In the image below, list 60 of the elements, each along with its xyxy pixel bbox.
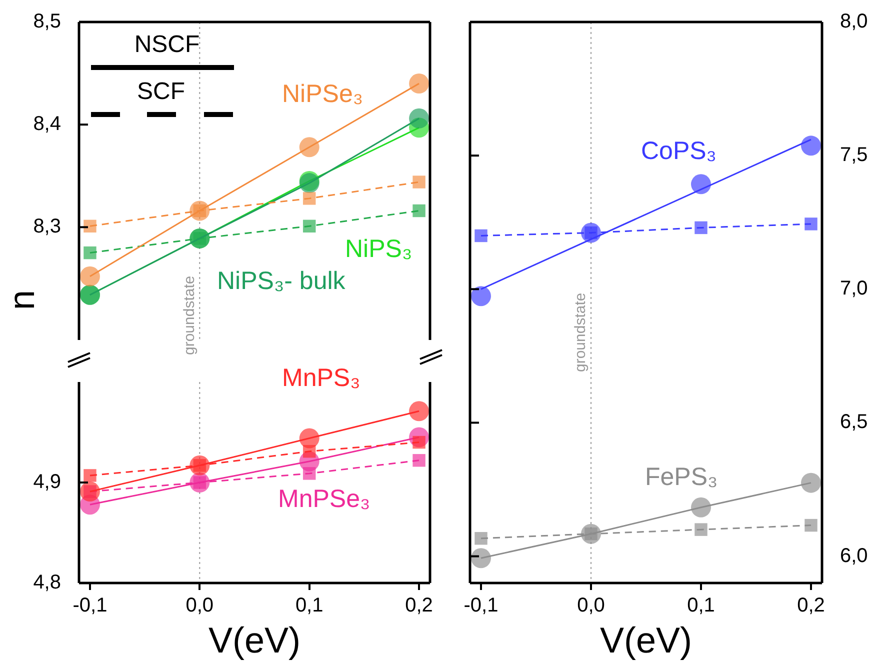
annotation: NSCF bbox=[134, 31, 200, 59]
x-tick-label: 0,2 bbox=[797, 594, 825, 617]
point bbox=[801, 472, 821, 493]
point bbox=[691, 497, 711, 518]
series-label: FePS₃ bbox=[645, 462, 718, 491]
y-tick-label: 8,4 bbox=[33, 113, 61, 136]
point bbox=[804, 518, 818, 532]
y2-tick-label: 6,0 bbox=[840, 544, 868, 567]
point bbox=[691, 174, 711, 194]
x-tick-label: 0,2 bbox=[405, 594, 433, 617]
y-tick-label: 4,8 bbox=[33, 572, 61, 594]
point bbox=[409, 74, 430, 94]
y-tick-label: 8,3 bbox=[33, 216, 61, 238]
point bbox=[302, 192, 316, 205]
x-tick-label: 0,0 bbox=[577, 594, 605, 617]
x-axis-title: V(eV) bbox=[208, 619, 301, 660]
series-label: CoPS₃ bbox=[641, 136, 716, 165]
point bbox=[84, 246, 96, 260]
ref-line-label: groundstate bbox=[180, 276, 198, 355]
point bbox=[694, 523, 708, 536]
annotation: SCF bbox=[137, 78, 185, 106]
point bbox=[409, 401, 430, 422]
point bbox=[299, 137, 320, 158]
text: NiPS₃ bbox=[345, 234, 412, 263]
point bbox=[694, 221, 708, 234]
y-tick-label: 4,9 bbox=[33, 471, 61, 494]
point bbox=[581, 222, 601, 243]
x-tick-label: 0,1 bbox=[295, 594, 324, 617]
y2-tick-label: 7,0 bbox=[840, 278, 868, 300]
x-axis-title: V(eV) bbox=[600, 619, 692, 660]
series-label: NiPS₃- bulk bbox=[217, 266, 346, 295]
point bbox=[80, 482, 100, 502]
point bbox=[474, 532, 488, 545]
point bbox=[412, 204, 426, 218]
ref-line-label: groundstate bbox=[572, 292, 590, 372]
point bbox=[84, 469, 96, 482]
point bbox=[412, 454, 426, 467]
y2-tick-label: 8,0 bbox=[840, 10, 868, 33]
point bbox=[412, 176, 426, 188]
series-label: NiPSe₃ bbox=[282, 80, 364, 108]
point bbox=[302, 220, 316, 232]
point bbox=[84, 220, 96, 232]
y-axis-title: n bbox=[1, 290, 43, 310]
x-tick-label: 0,1 bbox=[687, 594, 715, 617]
y2-tick-label: 6,5 bbox=[840, 411, 868, 434]
point bbox=[80, 266, 100, 286]
x-tick-label: -0,1 bbox=[464, 594, 498, 617]
series-label: MnPSe₃ bbox=[278, 484, 370, 513]
point bbox=[474, 229, 488, 242]
point bbox=[804, 218, 818, 230]
point bbox=[409, 108, 430, 128]
y-tick-label: 8,5 bbox=[33, 10, 61, 33]
point bbox=[471, 548, 491, 568]
point bbox=[299, 428, 320, 448]
x-tick-label: 0,0 bbox=[186, 594, 214, 617]
point bbox=[801, 136, 821, 156]
series-label: MnPS₃ bbox=[282, 364, 360, 392]
x-tick-label: -0,1 bbox=[72, 594, 108, 617]
y2-tick-label: 7,5 bbox=[840, 144, 868, 166]
point bbox=[471, 286, 491, 306]
